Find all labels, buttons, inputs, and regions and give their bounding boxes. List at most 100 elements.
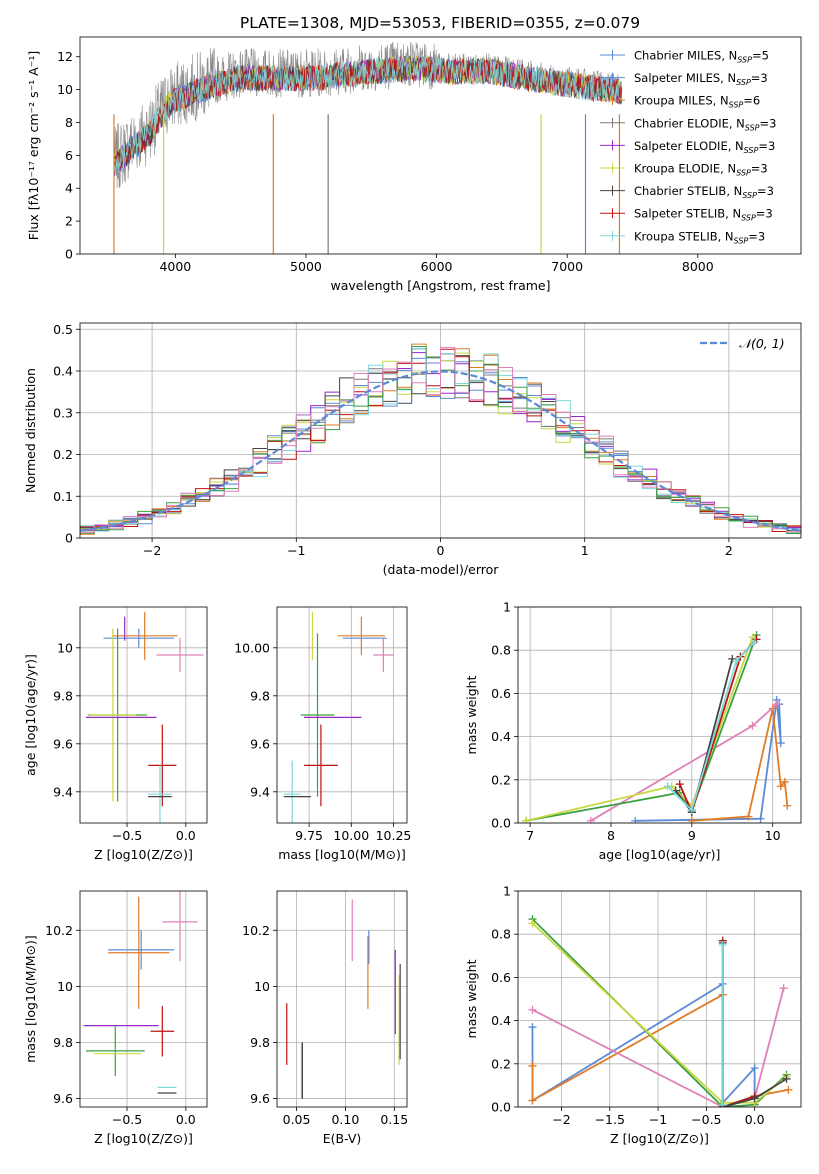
plus-marker: [528, 1023, 537, 1032]
y-tick-label: 9.6: [53, 1091, 73, 1106]
x-axis-label: Z [log10(Z/Z⊙)]: [610, 1131, 709, 1146]
axes-frame: [517, 606, 802, 824]
panel-massweight-vs-age: 7 8 9 10 0.0 0.2 0.4 0.6 0.8 1 age [log10(age/yr)]…: [464, 600, 802, 862]
y-tick-label: 8: [65, 115, 73, 130]
x-tick-label: 6000: [421, 259, 453, 274]
plus-marker: [528, 1096, 537, 1105]
data-point: [150, 1006, 175, 1057]
series-line: [674, 658, 734, 815]
x-tick-label: 1: [581, 543, 589, 558]
plus-marker: [783, 801, 792, 810]
legend-label: Salpeter MILES, NSSP=3: [634, 71, 768, 87]
panel-age-vs-mass: 9.75 10.00 10.25 9.4 9.6 9.8 10.00 mass [log10(…: [234, 606, 411, 862]
y-axis-label: mass [log10(M/M⊙)]: [23, 935, 38, 1063]
y-tick-label: 9.8: [250, 688, 270, 703]
y-tick-label: 9.6: [250, 736, 270, 751]
y-tick-label: 1: [503, 600, 511, 615]
y-tick-label: 0.4: [491, 1013, 511, 1028]
legend-label: Salpeter STELIB, NSSP=3: [634, 207, 773, 223]
normal-curve: [80, 370, 801, 532]
axes-frame: [276, 890, 408, 1108]
plus-marker: [776, 782, 785, 791]
x-tick-label: 7000: [551, 259, 583, 274]
gridlines: [277, 891, 407, 1107]
x-axis-label: mass [log10(M/M⊙)]: [278, 847, 406, 862]
plot-area: [522, 631, 792, 823]
y-tick-label: 9.8: [53, 688, 73, 703]
plus-marker: [528, 1005, 537, 1014]
x-tick-label: 8000: [682, 259, 714, 274]
x-axis-label: E(B-V): [323, 1131, 362, 1146]
x-axis-label: wavelength [Angstrom, rest frame]: [330, 278, 550, 293]
x-tick-label: 2: [725, 543, 733, 558]
x-tick-label: −1.5: [595, 1112, 625, 1127]
data-point: [304, 724, 338, 807]
plot-area: [80, 343, 801, 535]
data-point: [85, 1025, 145, 1077]
data-point: [337, 616, 386, 655]
plus-marker: [782, 1074, 791, 1083]
y-tick-label: 10: [254, 979, 270, 994]
plus-marker: [663, 782, 672, 791]
data-point: [111, 611, 178, 660]
y-tick-label: 0.6: [491, 686, 511, 701]
gridlines: [80, 891, 207, 1107]
data-point: [103, 628, 175, 648]
series-line: [525, 634, 758, 822]
data-point: [108, 896, 170, 1009]
plot-area: [283, 611, 394, 823]
y-axis-label: Flux [fλ10⁻¹⁷ erg cm⁻² s⁻¹ A⁻¹]: [26, 51, 41, 240]
plus-marker: [744, 812, 753, 821]
y-tick-label: 9.4: [53, 784, 73, 799]
plus-marker: [528, 1061, 537, 1070]
series-line: [531, 993, 789, 1107]
plus-marker: [586, 816, 595, 823]
x-tick-label: 8: [607, 828, 615, 843]
x-tick-label: 0.0: [745, 1112, 765, 1127]
plus-marker: [748, 721, 757, 730]
plot-area: [83, 891, 198, 1094]
y-tick-label: 9.6: [53, 736, 73, 751]
plus-marker: [756, 814, 765, 823]
y-tick-label: 1: [503, 884, 511, 899]
panel-age-vs-Z: −0.5 0.0 9.4 9.6 9.8 10 Z [log10(Z/Z⊙)] age [lo…: [23, 606, 208, 862]
data-point: [108, 930, 175, 970]
x-tick-label: 9: [688, 828, 696, 843]
data-point: [283, 760, 301, 823]
x-tick-label: 9.75: [295, 828, 323, 843]
plus-marker: [631, 816, 640, 823]
axes-frame: [79, 606, 208, 824]
data-point: [300, 633, 335, 797]
panel-mass-vs-Z: −0.5 0.0 9.6 9.8 10 10.2 Z [log10(Z/Z⊙)] mass […: [23, 890, 208, 1146]
plus-marker: [522, 816, 531, 823]
x-axis-label: Z [log10(Z/Z⊙)]: [94, 847, 193, 862]
plot-area: [286, 899, 401, 1099]
y-tick-label: 10.2: [242, 923, 270, 938]
x-tick-label: 0.0: [176, 828, 196, 843]
plot-area: [113, 42, 623, 254]
y-tick-label: 4: [65, 181, 73, 196]
panel-spectrum: 4000 5000 6000 7000 8000 0 2 4 6 8 10 12 wavelength …: [26, 36, 802, 293]
y-tick-label: 0.3: [53, 405, 73, 420]
plus-marker: [750, 1094, 759, 1103]
axes-frame: [276, 606, 408, 824]
x-axis-label: Z [log10(Z/Z⊙)]: [94, 1131, 193, 1146]
x-tick-label: 0: [437, 543, 445, 558]
data-point: [148, 724, 177, 807]
plus-marker: [732, 657, 741, 665]
y-axis-label: mass weight: [464, 675, 479, 754]
y-tick-label: 12: [57, 49, 73, 64]
plus-marker: [772, 700, 781, 709]
legend-label: Kroupa STELIB, NSSP=3: [634, 229, 765, 245]
data-point: [162, 891, 198, 962]
y-tick-label: 2: [65, 214, 73, 229]
x-tick-label: 10.00: [333, 828, 369, 843]
y-tick-label: 0: [65, 531, 73, 546]
y-tick-label: 0.8: [491, 927, 511, 942]
plus-marker: [776, 739, 785, 748]
plus-marker: [728, 654, 737, 663]
legend-label: Chabrier ELODIE, NSSP=3: [634, 116, 776, 132]
y-axis-label: Normed distribution: [23, 368, 38, 493]
plus-marker: [750, 1064, 759, 1073]
